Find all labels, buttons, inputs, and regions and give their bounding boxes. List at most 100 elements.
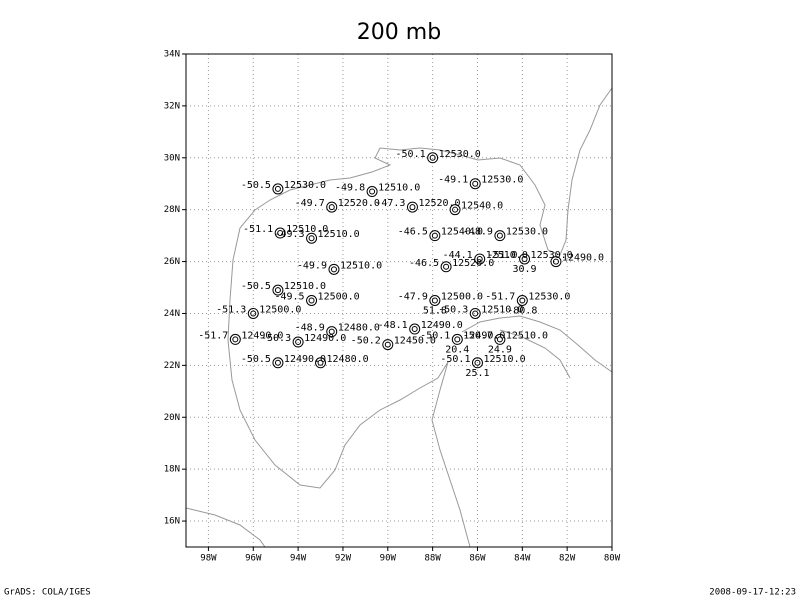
station-marker-inner bbox=[474, 359, 481, 366]
station-marker bbox=[471, 357, 483, 369]
station-marker-inner bbox=[521, 255, 528, 262]
station-marker-inner bbox=[369, 188, 376, 195]
station-marker-inner bbox=[274, 359, 281, 366]
station-temperature: -50.5 bbox=[241, 281, 271, 292]
station-marker bbox=[474, 253, 486, 265]
station-temperature: -50.7 bbox=[463, 330, 493, 341]
station-temperature: -49.3 bbox=[274, 229, 304, 240]
x-tick-label: 96W bbox=[245, 554, 262, 564]
station-marker-inner bbox=[384, 341, 391, 348]
stations: -50.1 12530.0 -49.1 12530.0 -50.5 12530.0 -49.… bbox=[198, 149, 604, 379]
station-marker-inner bbox=[317, 359, 324, 366]
y-tick-label: 34N bbox=[164, 50, 180, 60]
footer-left: GrADS: COLA/IGES bbox=[4, 588, 91, 598]
station-height: 12480.0 bbox=[327, 354, 369, 365]
coast-cuba-south bbox=[499, 329, 571, 379]
station-height: 12530.0 bbox=[481, 175, 523, 186]
station-marker bbox=[516, 295, 528, 306]
station-marker-inner bbox=[476, 255, 483, 262]
station-extra: 25.1 bbox=[465, 368, 489, 379]
station-height: 12510.0 bbox=[340, 260, 382, 271]
y-tick-label: 28N bbox=[164, 205, 180, 215]
map-title: 200 mb bbox=[357, 20, 441, 45]
x-tick-label: 98W bbox=[200, 554, 217, 564]
station-marker bbox=[429, 230, 441, 242]
station-temperature: -49.1 bbox=[438, 175, 468, 186]
station-height: 12490.0 bbox=[421, 320, 463, 331]
station-marker-inner bbox=[277, 230, 284, 237]
y-tick-label: 32N bbox=[164, 101, 180, 111]
station-temperature: -48.1 bbox=[378, 320, 408, 331]
station-marker-inner bbox=[411, 326, 418, 333]
station-marker bbox=[306, 295, 318, 306]
station-marker-inner bbox=[308, 235, 315, 242]
x-tick-label: 90W bbox=[380, 554, 397, 564]
station-marker-inner bbox=[552, 258, 559, 265]
station-marker bbox=[272, 357, 284, 369]
x-tick-label: 88W bbox=[424, 554, 441, 564]
coastline bbox=[185, 87, 613, 548]
station-temperature: -49.9 bbox=[297, 260, 327, 271]
station-marker bbox=[326, 201, 338, 213]
station-marker-inner bbox=[496, 336, 503, 343]
station-height: 12500.0 bbox=[318, 292, 360, 303]
station-height: 12490.0 bbox=[241, 330, 283, 341]
station-temperature: -51.3 bbox=[216, 304, 246, 315]
station-temperature: -51.1 bbox=[243, 224, 273, 235]
station-height: 12490.0 bbox=[304, 333, 346, 344]
station-marker bbox=[440, 261, 452, 273]
station-extra: -80.8 bbox=[507, 306, 537, 317]
station-temperature: -47.9 bbox=[398, 292, 428, 303]
station-marker-inner bbox=[454, 336, 461, 343]
station-temperature: -49.5 bbox=[274, 292, 304, 303]
station-height: 12540.0 bbox=[441, 227, 483, 238]
x-tick-label: 82W bbox=[559, 554, 576, 564]
y-tick-label: 18N bbox=[164, 465, 180, 475]
station-extra: 30.9 bbox=[513, 264, 537, 275]
station-marker bbox=[406, 201, 418, 213]
x-tick-label: 86W bbox=[469, 554, 486, 564]
station-marker bbox=[429, 295, 441, 306]
station-height: 12530.0 bbox=[439, 149, 481, 160]
y-tick-label: 22N bbox=[164, 361, 180, 371]
station-marker bbox=[382, 339, 394, 351]
station-temperature: -46.5 bbox=[409, 258, 439, 269]
station-height: 12510.0 bbox=[483, 354, 525, 365]
station-marker bbox=[328, 263, 340, 275]
station-height: 12530.0 bbox=[531, 250, 573, 261]
y-tick-label: 30N bbox=[164, 153, 180, 163]
station-marker bbox=[550, 256, 562, 268]
station-temperature: -50.5 bbox=[241, 354, 271, 365]
station-marker bbox=[427, 152, 439, 164]
station-height: 12530.0 bbox=[284, 180, 326, 191]
station-marker bbox=[315, 357, 327, 369]
station-temperature: -50.2 bbox=[351, 336, 381, 347]
station-height: 12530.0 bbox=[528, 292, 570, 303]
station-height: 12510.0 bbox=[378, 183, 420, 194]
station-marker bbox=[292, 336, 304, 348]
footer-right: 2008-09-17-12:23 bbox=[709, 588, 796, 598]
station-marker-inner bbox=[328, 328, 335, 335]
station-marker bbox=[247, 307, 259, 319]
station-temperature: -48.9 bbox=[463, 227, 493, 238]
station-marker bbox=[449, 204, 461, 216]
station-temperature: -50.1 bbox=[420, 330, 450, 341]
station-height: 12490.0 bbox=[562, 253, 604, 264]
station-temperature: -46.5 bbox=[398, 227, 428, 238]
station-marker bbox=[272, 284, 284, 296]
station-height: 12490.0 bbox=[284, 354, 326, 365]
station-marker-inner bbox=[431, 232, 438, 239]
station-marker-inner bbox=[295, 339, 302, 346]
station-height: 12480.0 bbox=[338, 323, 380, 334]
station-marker-inner bbox=[431, 297, 438, 304]
station-marker-inner bbox=[429, 154, 436, 161]
y-tick-label: 24N bbox=[164, 309, 180, 319]
station-temperature: -51.7 bbox=[485, 292, 515, 303]
station-marker-inner bbox=[250, 310, 257, 317]
station-marker-inner bbox=[409, 204, 416, 211]
station-height: 12520.0 bbox=[338, 198, 380, 209]
station-marker bbox=[494, 333, 506, 345]
station-marker-inner bbox=[308, 297, 315, 304]
station-temperature: -50.1 bbox=[396, 149, 426, 160]
